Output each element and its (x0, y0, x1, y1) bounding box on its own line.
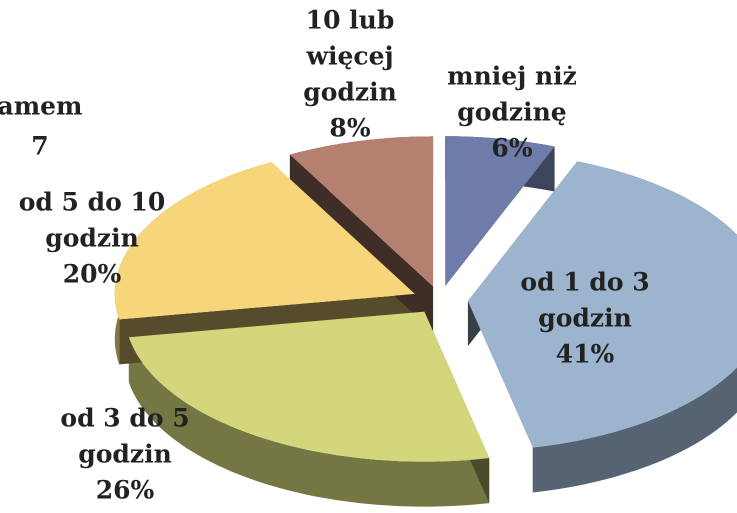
slice (445, 136, 555, 287)
value-label: 20% (63, 260, 122, 289)
slice (114, 162, 415, 320)
slice-label: od 1 do 3 (520, 268, 649, 297)
value-label: 41% (556, 340, 615, 369)
slice-label: godzin (303, 78, 397, 107)
slice-label: więcej (305, 42, 393, 71)
slice-label: od 3 do 5 (60, 404, 189, 433)
value-label: 8% (329, 114, 370, 143)
slice-label: godzin (45, 224, 139, 253)
slice-label: godzin (78, 440, 172, 469)
slice (467, 161, 737, 448)
slice-label: godzinę (457, 98, 566, 127)
chart-title: 7 (31, 132, 48, 161)
chart-title: amem (0, 92, 83, 121)
slice-label: 10 lub (306, 6, 395, 35)
slice-side (128, 337, 490, 507)
value-label: 26% (96, 476, 155, 505)
slice (128, 311, 490, 462)
slice-side (532, 161, 737, 493)
slice-label: godzin (538, 304, 632, 333)
slice (289, 136, 434, 287)
value-label: 6% (491, 134, 532, 163)
slice-label: mniej niż (447, 62, 577, 91)
slice-label: od 5 do 10 (19, 188, 166, 217)
